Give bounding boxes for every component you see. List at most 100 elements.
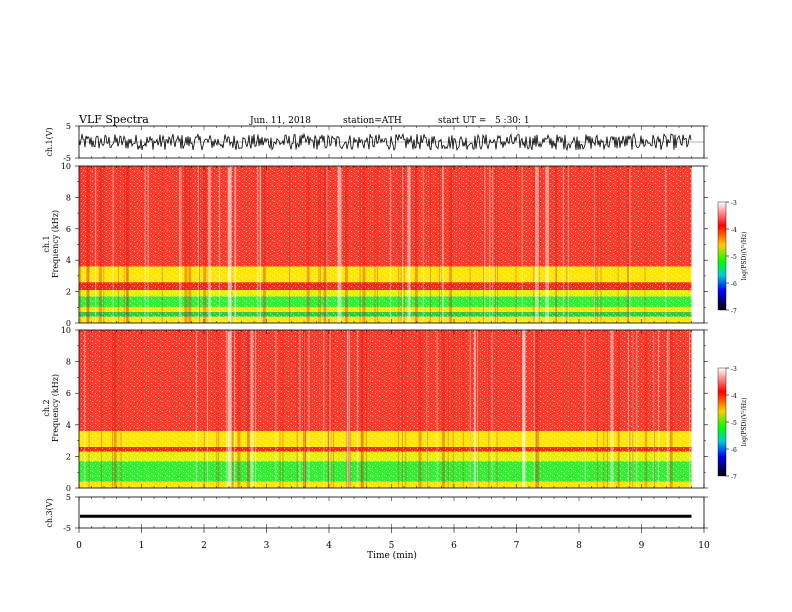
y-tick-label: 6 <box>66 389 71 398</box>
streak <box>606 330 608 488</box>
streak <box>441 166 443 323</box>
streak <box>206 330 208 488</box>
y-tick-label: 0 <box>66 319 71 328</box>
streak <box>477 330 479 488</box>
streak <box>426 330 428 488</box>
streak <box>496 330 498 488</box>
streak <box>219 166 221 323</box>
streak <box>359 166 361 323</box>
streak <box>87 166 89 323</box>
streak <box>610 330 614 488</box>
streak <box>326 166 328 323</box>
streak <box>299 330 301 488</box>
streak <box>361 330 363 488</box>
streak <box>126 166 128 323</box>
streak <box>474 330 476 488</box>
panel-frame <box>78 496 705 529</box>
streak <box>230 330 234 488</box>
streak <box>120 330 122 488</box>
streak <box>668 330 670 488</box>
streak <box>112 166 114 323</box>
streak <box>347 330 349 488</box>
streak <box>113 330 117 488</box>
streak <box>600 166 602 323</box>
streak <box>195 330 197 488</box>
streak <box>80 166 82 323</box>
streak <box>515 166 517 323</box>
y-tick-label: -5 <box>63 154 71 163</box>
streak <box>491 330 493 488</box>
y-tick-label: 8 <box>66 358 71 367</box>
y-tick-label: 4 <box>66 421 71 430</box>
streak <box>646 330 648 488</box>
y-tick-label: 5 <box>66 493 71 502</box>
streak <box>632 330 634 488</box>
streak <box>323 166 327 323</box>
streak <box>535 166 537 323</box>
streak <box>436 330 438 488</box>
streak <box>618 330 620 488</box>
y-tick-label: 10 <box>61 162 71 171</box>
streak <box>357 330 359 488</box>
streak <box>330 330 332 488</box>
colorbar-tick-label: -4 <box>731 227 737 234</box>
streak <box>259 166 261 323</box>
streak <box>627 166 629 323</box>
streak <box>349 330 351 488</box>
streak <box>407 166 411 323</box>
y-tick-label: 10 <box>61 326 71 335</box>
colorbar-tick-label: -7 <box>731 308 737 315</box>
streak <box>488 330 490 488</box>
streak <box>88 330 90 488</box>
streak <box>323 330 325 488</box>
streak <box>533 166 535 323</box>
streak <box>362 166 366 323</box>
colorbar-tick-label: -3 <box>731 200 737 207</box>
streak <box>401 330 403 488</box>
streak <box>216 330 218 488</box>
streak <box>327 330 329 488</box>
streak <box>188 166 192 323</box>
streak <box>125 166 129 323</box>
streak <box>658 330 660 488</box>
streak <box>594 166 596 323</box>
streak <box>304 330 306 488</box>
streak <box>250 330 254 488</box>
ch1-waveform-trace <box>78 132 692 152</box>
time-tick-label: 7 <box>514 541 520 551</box>
streak <box>246 330 250 488</box>
y-axis-label-line: Frequency (kHz) <box>51 210 60 278</box>
streak <box>689 330 691 488</box>
y-axis-label-line: Frequency (kHz) <box>51 374 60 442</box>
streak <box>452 330 454 488</box>
streak <box>644 166 646 323</box>
y-tick-label: 4 <box>66 256 71 265</box>
streak <box>438 166 440 323</box>
spectrogram-speckle <box>79 330 692 488</box>
streak <box>304 330 306 488</box>
start-time-label: start UT = 5 :30: 1 <box>438 116 530 126</box>
streak <box>629 166 631 323</box>
streak <box>414 166 418 323</box>
streak <box>469 166 471 323</box>
y-axis-label-line: ch.2 <box>42 399 51 416</box>
streak <box>302 330 306 488</box>
streak <box>259 166 261 323</box>
streak <box>306 166 310 323</box>
time-axis-label: Time (min) <box>367 550 417 561</box>
streak <box>233 330 235 488</box>
streak <box>279 330 281 488</box>
spectrogram-streaks <box>84 330 691 488</box>
streak <box>254 330 256 488</box>
streak <box>418 330 422 488</box>
streak <box>197 166 199 323</box>
streak <box>84 330 86 488</box>
streak <box>98 166 102 323</box>
streak <box>337 166 339 323</box>
y-axis-label: ch.3(V) <box>45 498 54 527</box>
streak <box>231 166 233 323</box>
streak <box>522 330 526 488</box>
streak <box>235 166 237 323</box>
streak <box>442 166 444 323</box>
